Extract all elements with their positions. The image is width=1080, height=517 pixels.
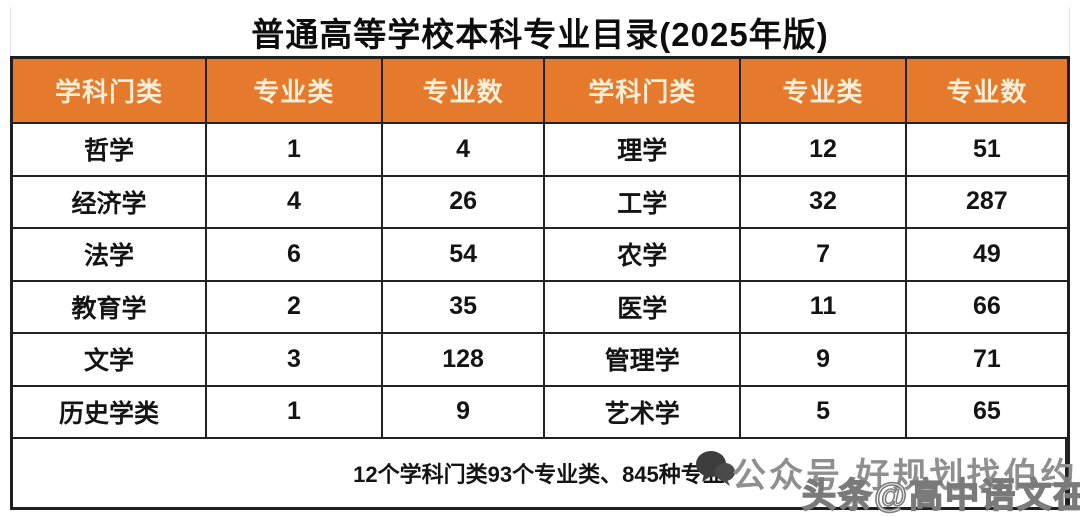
cell-discipline: 农学 xyxy=(545,229,742,282)
header-major-count-right: 专业数 xyxy=(906,59,1067,124)
cell-major-class-count: 1 xyxy=(206,386,383,439)
wechat-watermark: 公众号 好规划找伯约 xyxy=(732,457,1078,495)
cell-discipline: 教育学 xyxy=(13,281,207,334)
cell-major-count: 4 xyxy=(382,124,546,177)
cell-discipline: 医学 xyxy=(545,281,742,334)
cell-major-class-count: 1 xyxy=(206,124,383,177)
cell-discipline: 哲学 xyxy=(13,124,207,177)
cell-major-count: 26 xyxy=(382,176,546,229)
cell-major-count: 9 xyxy=(382,386,546,439)
toutiao-watermark: 头条@高中语文在线 xyxy=(801,476,1080,516)
cell-major-class-count: 4 xyxy=(206,176,383,229)
cell-discipline: 艺术学 xyxy=(545,386,742,439)
cell-major-class-count: 12 xyxy=(741,124,907,177)
cell-discipline: 工学 xyxy=(545,176,742,229)
cell-major-count: 51 xyxy=(906,124,1067,177)
cell-major-class-count: 11 xyxy=(741,281,907,334)
summary-text: 12个学科门类93个专业类、845种专业 xyxy=(353,462,725,487)
cell-discipline: 历史学类 xyxy=(13,386,207,439)
cell-major-count: 65 xyxy=(906,387,1067,439)
cell-major-class-count: 5 xyxy=(741,386,907,439)
cell-major-count: 71 xyxy=(906,334,1067,387)
cell-major-count: 49 xyxy=(906,229,1067,282)
cell-major-count: 287 xyxy=(906,177,1067,229)
cell-major-class-count: 6 xyxy=(206,229,383,282)
cell-discipline: 经济学 xyxy=(13,176,207,229)
title-band: 普通高等学校本科专业目录(2025年版) xyxy=(10,7,1070,56)
cell-major-class-count: 3 xyxy=(206,334,383,387)
header-discipline-left: 学科门类 xyxy=(13,59,207,124)
cell-major-class-count: 32 xyxy=(741,176,907,229)
page-title: 普通高等学校本科专业目录(2025年版) xyxy=(251,15,829,53)
summary-row: 12个学科门类93个专业类、845种专业 xyxy=(13,439,1067,507)
header-major-class-left: 专业类 xyxy=(206,59,383,124)
header-discipline-right: 学科门类 xyxy=(545,59,742,124)
cell-major-class-count: 9 xyxy=(741,334,907,387)
chat-bubbles-icon xyxy=(696,451,735,486)
table-sheet: 普通高等学校本科专业目录(2025年版) 学科门类 专业类 专业数 学科门类 专… xyxy=(10,7,1070,510)
cell-major-class-count: 2 xyxy=(206,281,383,334)
cell-major-count: 128 xyxy=(382,334,546,387)
header-major-class-right: 专业类 xyxy=(741,59,907,124)
cell-discipline: 文学 xyxy=(13,334,207,387)
cell-major-count: 66 xyxy=(906,282,1067,334)
cell-discipline: 法学 xyxy=(13,229,207,282)
cell-major-count: 35 xyxy=(382,281,546,334)
cell-major-class-count: 7 xyxy=(741,229,907,282)
cell-discipline: 管理学 xyxy=(545,334,742,387)
cell-discipline: 理学 xyxy=(545,124,742,177)
majors-table: 学科门类 专业类 专业数 学科门类 专业类 专业数 哲学 1 4 理学 12 5… xyxy=(10,56,1070,510)
cell-major-count: 54 xyxy=(382,229,546,282)
header-major-count-left: 专业数 xyxy=(382,59,546,124)
